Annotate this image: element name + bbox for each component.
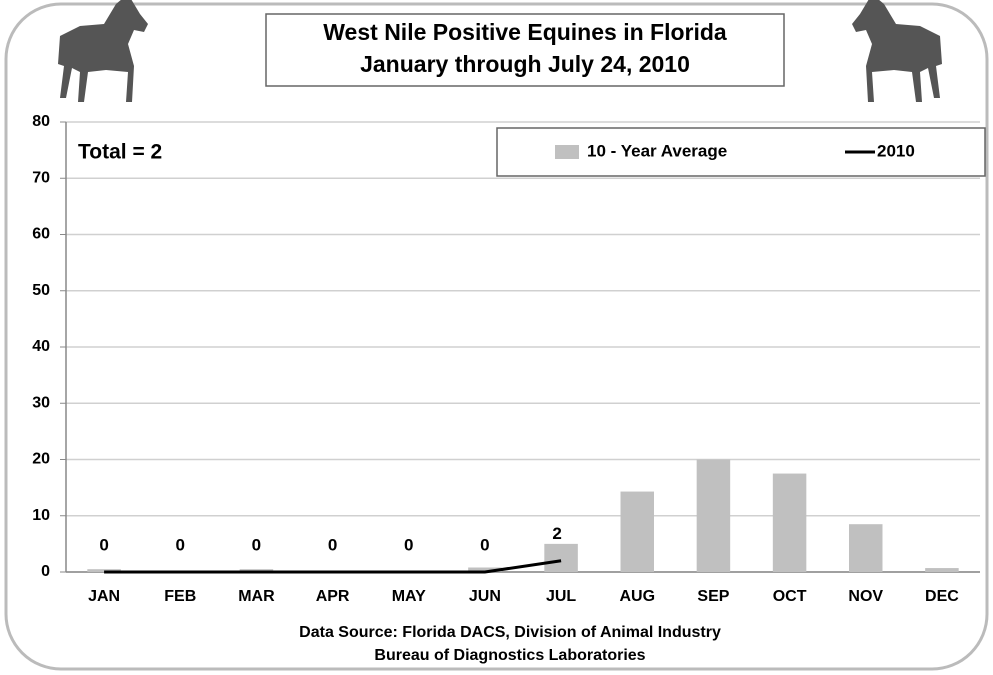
legend-swatch xyxy=(555,145,579,159)
y-tick-label: 30 xyxy=(32,394,50,411)
y-tick-label: 0 xyxy=(41,563,50,580)
x-tick-label: APR xyxy=(316,588,350,605)
bar xyxy=(468,567,502,572)
bar xyxy=(925,568,959,572)
legend-label: 10 - Year Average xyxy=(587,141,727,160)
y-tick-label: 80 xyxy=(32,113,50,130)
data-label: 0 xyxy=(99,535,108,554)
x-tick-label: DEC xyxy=(925,588,959,605)
line xyxy=(104,559,562,574)
x-tick-label: FEB xyxy=(164,588,196,605)
horse-right xyxy=(852,0,942,102)
source-note: Data Source: Florida DACS, Division of A… xyxy=(299,624,721,641)
data-label: 0 xyxy=(176,535,185,554)
x-tick-label: MAY xyxy=(392,588,426,605)
title-box xyxy=(265,13,785,87)
data-label: 0 xyxy=(404,535,413,554)
bar xyxy=(772,473,807,572)
y-tick-label: 10 xyxy=(32,507,50,524)
legend-label: 2010 xyxy=(877,141,915,160)
x-tick-label: OCT xyxy=(773,588,807,605)
data-label: 0 xyxy=(328,535,337,554)
x-tick-label: SEP xyxy=(697,588,729,605)
y-tick-label: 50 xyxy=(32,282,50,299)
bar xyxy=(620,491,655,572)
horse-left xyxy=(58,0,148,102)
data-label: 2 xyxy=(552,524,561,543)
y-tick-label: 70 xyxy=(32,169,50,186)
y-tick-label: 60 xyxy=(32,226,50,243)
annotation: Total = 2 xyxy=(78,141,162,164)
y-tick-label: 20 xyxy=(32,451,50,468)
data-label: 0 xyxy=(252,535,261,554)
x-tick-label: NOV xyxy=(848,588,883,605)
chart-title: West Nile Positive Equines in Florida xyxy=(323,19,727,45)
x-tick-label: JUN xyxy=(469,588,501,605)
x-tick-label: MAR xyxy=(238,588,275,605)
bar xyxy=(544,543,578,572)
chart-subtitle: January through July 24, 2010 xyxy=(360,51,690,77)
x-tick-label: JUL xyxy=(546,588,576,605)
data-label: 0 xyxy=(480,535,489,554)
bar xyxy=(696,459,731,572)
x-tick-label: JAN xyxy=(88,588,120,605)
y-tick-label: 40 xyxy=(32,338,50,355)
source-note: Bureau of Diagnostics Laboratories xyxy=(374,647,645,664)
bar xyxy=(848,524,883,572)
bar xyxy=(87,569,121,572)
x-tick-label: AUG xyxy=(619,588,655,605)
